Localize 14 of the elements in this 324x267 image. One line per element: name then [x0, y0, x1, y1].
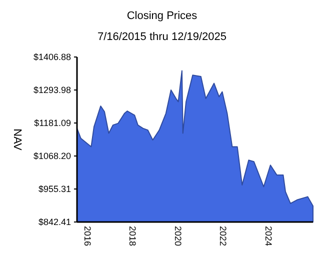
x-tick-label: 2016	[82, 226, 92, 246]
x-tick-label: 2018	[128, 226, 138, 246]
chart-title: Closing Prices	[126, 10, 198, 22]
y-tick-label: $1068.20	[33, 150, 71, 161]
y-tick-label: $1293.98	[33, 84, 71, 95]
x-tick-label: 2022	[218, 226, 228, 246]
y-tick-label: $955.31	[38, 184, 71, 194]
x-tick-label: 2020	[172, 226, 183, 246]
y-axis-title: NAV	[11, 128, 23, 152]
x-tick-label: 2024	[263, 226, 274, 246]
y-tick-label: $842.41	[38, 216, 71, 227]
y-tick-label: $1181.09	[34, 118, 71, 128]
chart-subtitle: 7/16/2015 thru 12/19/2025	[97, 31, 227, 43]
y-tick-label: $1406.88	[33, 52, 71, 62]
